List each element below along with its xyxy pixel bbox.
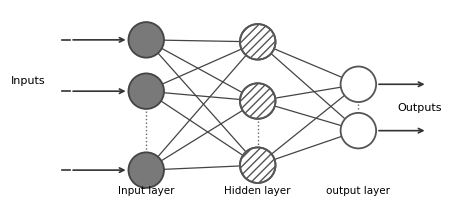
Circle shape <box>341 113 376 148</box>
Text: Inputs: Inputs <box>11 76 46 86</box>
Circle shape <box>341 66 376 102</box>
Circle shape <box>128 22 164 58</box>
Circle shape <box>128 73 164 109</box>
Circle shape <box>240 83 275 119</box>
Text: Hidden layer: Hidden layer <box>225 186 291 196</box>
Circle shape <box>240 147 275 183</box>
Text: Outputs: Outputs <box>398 103 442 113</box>
Circle shape <box>240 24 275 60</box>
Circle shape <box>128 152 164 188</box>
Text: Input layer: Input layer <box>118 186 174 196</box>
Text: output layer: output layer <box>327 186 391 196</box>
